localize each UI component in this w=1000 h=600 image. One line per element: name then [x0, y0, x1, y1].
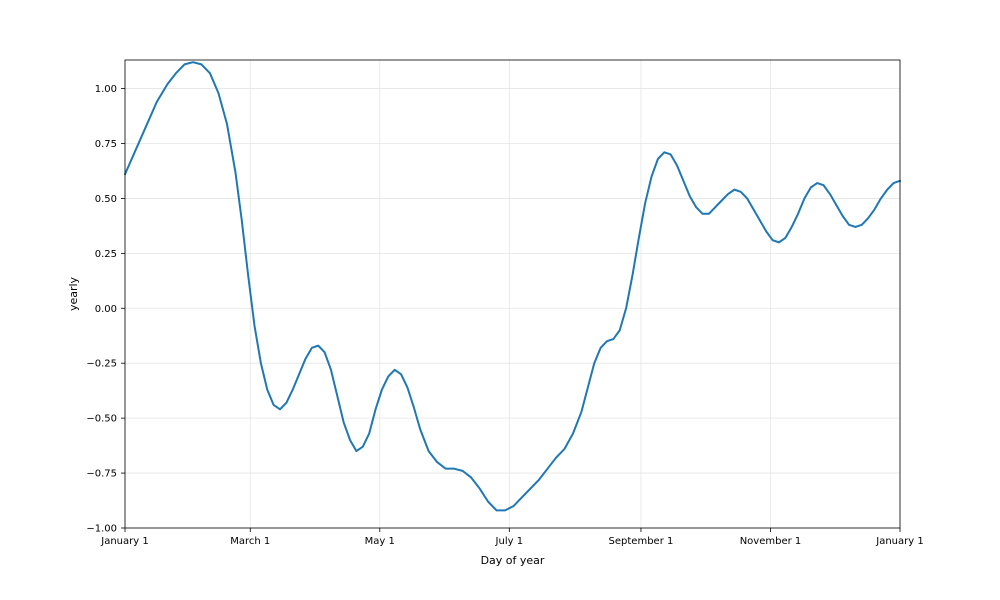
y-tick-label: 1.00 — [95, 84, 117, 95]
y-tick-label: 0.25 — [95, 249, 117, 260]
y-axis-label: yearly — [67, 276, 80, 311]
x-tick-label: November 1 — [740, 536, 802, 547]
y-axis: −1.00 −0.75 −0.50 −0.25 0.00 0.25 0.50 0.75 1.00 — [86, 84, 125, 534]
y-tick-label: 0.00 — [95, 304, 117, 315]
x-tick-label: March 1 — [230, 536, 270, 547]
x-axis: January 1 March 1 May 1 July 1 September 1 No… — [100, 528, 923, 547]
y-tick-label: 0.50 — [95, 194, 117, 205]
x-tick-label: July 1 — [495, 536, 524, 547]
y-tick-label: −0.25 — [86, 359, 117, 370]
chart-container: January 1 March 1 May 1 July 1 September 1 No… — [0, 0, 1000, 600]
x-tick-label: January 1 — [100, 536, 148, 547]
y-tick-label: 0.75 — [95, 139, 117, 150]
y-tick-label: −1.00 — [86, 524, 117, 535]
x-tick-label: May 1 — [365, 536, 395, 547]
y-tick-label: −0.50 — [86, 414, 117, 425]
series-line-yearly — [125, 62, 900, 510]
y-tick-label: −0.75 — [86, 469, 117, 480]
plot-spine — [125, 60, 900, 528]
yearly-line-chart: January 1 March 1 May 1 July 1 September 1 No… — [0, 0, 1000, 600]
x-tick-label: September 1 — [609, 536, 674, 547]
x-tick-label: January 1 — [875, 536, 923, 547]
grid — [125, 60, 900, 528]
x-axis-label: Day of year — [481, 554, 545, 567]
